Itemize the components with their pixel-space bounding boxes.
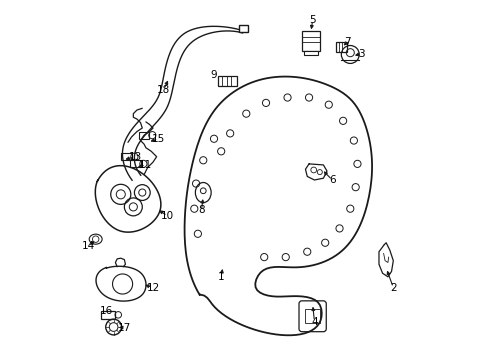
Text: 2: 2 [389, 283, 396, 293]
Bar [130, 160, 140, 167]
Text: 10: 10 [161, 211, 174, 221]
Text: 1: 1 [218, 272, 224, 282]
Bar [305, 309, 319, 323]
Bar [301, 31, 319, 51]
Text: 18: 18 [157, 85, 170, 95]
Text: 8: 8 [198, 206, 204, 216]
Text: 12: 12 [146, 283, 160, 293]
Bar [217, 76, 237, 86]
Text: 15: 15 [151, 134, 165, 144]
Text: 3: 3 [357, 49, 364, 59]
Bar [303, 51, 317, 55]
Text: 6: 6 [328, 175, 335, 185]
Bar [239, 25, 247, 32]
Bar [101, 311, 115, 319]
Text: 4: 4 [310, 317, 317, 327]
Bar [139, 132, 149, 139]
FancyBboxPatch shape [298, 301, 325, 332]
Text: 11: 11 [139, 160, 152, 170]
Text: 7: 7 [344, 37, 350, 47]
Text: 13: 13 [128, 152, 142, 162]
Text: 16: 16 [100, 306, 113, 316]
Text: 5: 5 [309, 15, 315, 26]
Bar [121, 153, 131, 160]
Text: 9: 9 [210, 70, 217, 80]
Bar [335, 42, 346, 52]
Text: 17: 17 [118, 323, 131, 333]
Text: 14: 14 [81, 241, 95, 251]
